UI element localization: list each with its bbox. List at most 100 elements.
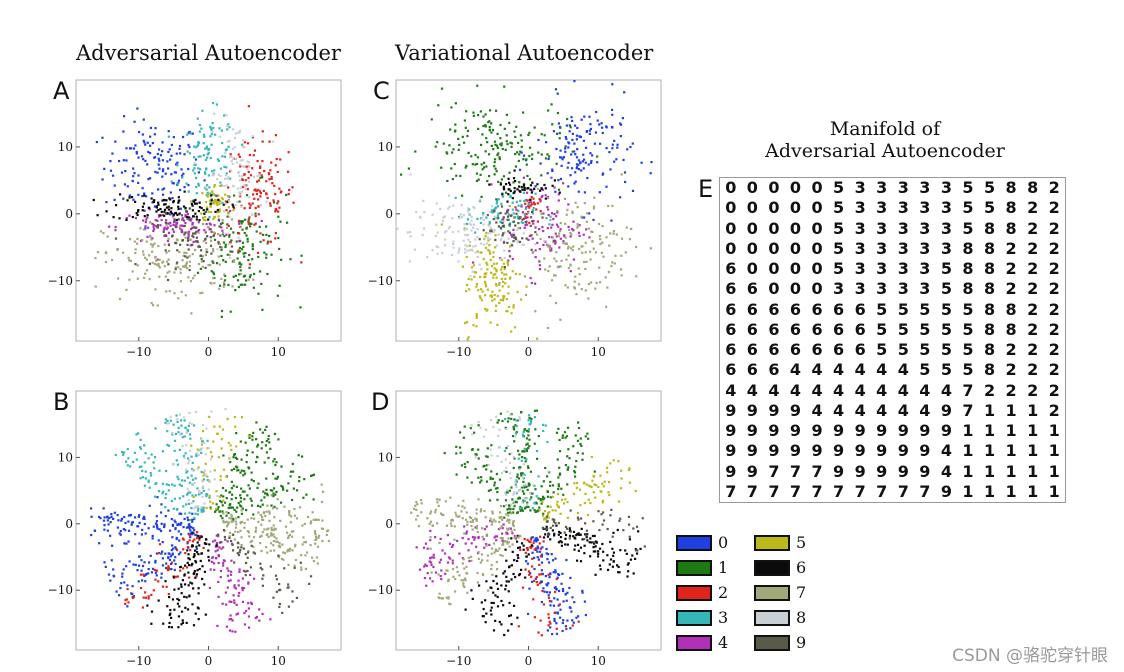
data-point bbox=[269, 447, 272, 450]
data-point bbox=[226, 586, 229, 589]
manifold-digit: 8 bbox=[983, 238, 996, 258]
data-point bbox=[157, 262, 160, 265]
data-point bbox=[172, 182, 175, 185]
data-point bbox=[279, 501, 283, 504]
data-point bbox=[202, 508, 205, 511]
data-point bbox=[467, 151, 470, 155]
data-point bbox=[181, 436, 184, 439]
data-point bbox=[247, 602, 250, 605]
data-point bbox=[582, 153, 585, 156]
data-point bbox=[429, 556, 432, 559]
data-point bbox=[541, 526, 545, 529]
manifold-digit: 9 bbox=[897, 461, 909, 481]
data-point bbox=[557, 487, 560, 491]
data-point bbox=[470, 155, 473, 158]
manifold-digit: 1 bbox=[1048, 441, 1060, 461]
data-point bbox=[521, 490, 525, 493]
data-point bbox=[509, 413, 512, 416]
data-point bbox=[558, 603, 561, 606]
data-point bbox=[175, 508, 179, 511]
data-point bbox=[475, 162, 479, 166]
data-point bbox=[303, 522, 306, 526]
data-point bbox=[584, 533, 587, 536]
data-point bbox=[237, 153, 240, 156]
data-point bbox=[424, 542, 428, 545]
data-point bbox=[472, 261, 475, 264]
data-point bbox=[174, 171, 177, 174]
data-point bbox=[196, 487, 199, 490]
data-point bbox=[216, 209, 220, 212]
data-point bbox=[190, 507, 193, 510]
data-point bbox=[461, 536, 464, 540]
data-point bbox=[177, 426, 180, 429]
data-point bbox=[501, 265, 504, 269]
manifold-digit: 3 bbox=[876, 198, 888, 218]
data-point bbox=[437, 246, 440, 249]
data-point bbox=[167, 205, 170, 208]
legend-label: 6 bbox=[796, 558, 807, 577]
data-point bbox=[181, 445, 184, 448]
legend-swatch bbox=[676, 534, 712, 551]
data-point bbox=[235, 445, 238, 448]
data-point bbox=[517, 226, 520, 230]
data-point bbox=[186, 133, 189, 136]
manifold-digit: 4 bbox=[833, 380, 845, 400]
data-point bbox=[192, 527, 195, 530]
data-point bbox=[188, 207, 191, 210]
data-point bbox=[201, 216, 205, 219]
data-point bbox=[542, 603, 546, 606]
data-point bbox=[605, 185, 608, 188]
data-point bbox=[510, 330, 513, 333]
data-point bbox=[219, 478, 222, 482]
manifold-digit: 2 bbox=[1005, 259, 1017, 279]
data-point bbox=[553, 586, 557, 590]
data-point bbox=[269, 202, 272, 205]
data-point bbox=[221, 155, 224, 158]
data-point bbox=[624, 549, 627, 552]
data-point bbox=[556, 500, 559, 503]
data-point bbox=[188, 533, 191, 537]
data-point bbox=[197, 182, 200, 185]
data-point bbox=[566, 468, 569, 471]
data-point bbox=[150, 197, 153, 200]
data-point bbox=[556, 266, 560, 269]
data-point bbox=[252, 278, 255, 281]
data-point bbox=[474, 153, 477, 157]
data-point bbox=[506, 488, 509, 491]
data-point bbox=[482, 166, 486, 169]
data-point bbox=[215, 507, 218, 510]
data-point bbox=[460, 464, 464, 467]
data-point bbox=[221, 198, 224, 201]
manifold-digit: 2 bbox=[1027, 218, 1039, 238]
data-point bbox=[221, 428, 225, 431]
manifold-digit: 0 bbox=[725, 198, 737, 218]
data-point bbox=[103, 516, 106, 519]
data-point bbox=[437, 104, 440, 107]
data-point bbox=[187, 499, 190, 502]
data-point bbox=[181, 621, 185, 624]
data-point bbox=[552, 239, 555, 242]
data-point bbox=[465, 532, 468, 535]
data-point bbox=[469, 427, 472, 430]
data-point bbox=[560, 582, 563, 585]
data-point bbox=[183, 186, 186, 189]
data-point bbox=[559, 318, 562, 321]
data-point bbox=[517, 477, 520, 480]
data-point bbox=[495, 244, 499, 247]
data-point bbox=[239, 440, 242, 443]
data-point bbox=[191, 603, 194, 606]
manifold-digit: 1 bbox=[962, 461, 974, 481]
data-point bbox=[209, 127, 212, 130]
data-point bbox=[150, 301, 153, 305]
panel-letter-d: D bbox=[371, 388, 390, 416]
data-point bbox=[193, 538, 196, 541]
data-point bbox=[550, 279, 554, 282]
data-point bbox=[216, 624, 219, 628]
data-point bbox=[521, 472, 524, 475]
data-point bbox=[576, 533, 580, 536]
data-point bbox=[179, 271, 182, 274]
data-point bbox=[261, 308, 264, 311]
data-point bbox=[231, 506, 234, 509]
data-point bbox=[475, 518, 478, 521]
data-point bbox=[399, 173, 403, 176]
